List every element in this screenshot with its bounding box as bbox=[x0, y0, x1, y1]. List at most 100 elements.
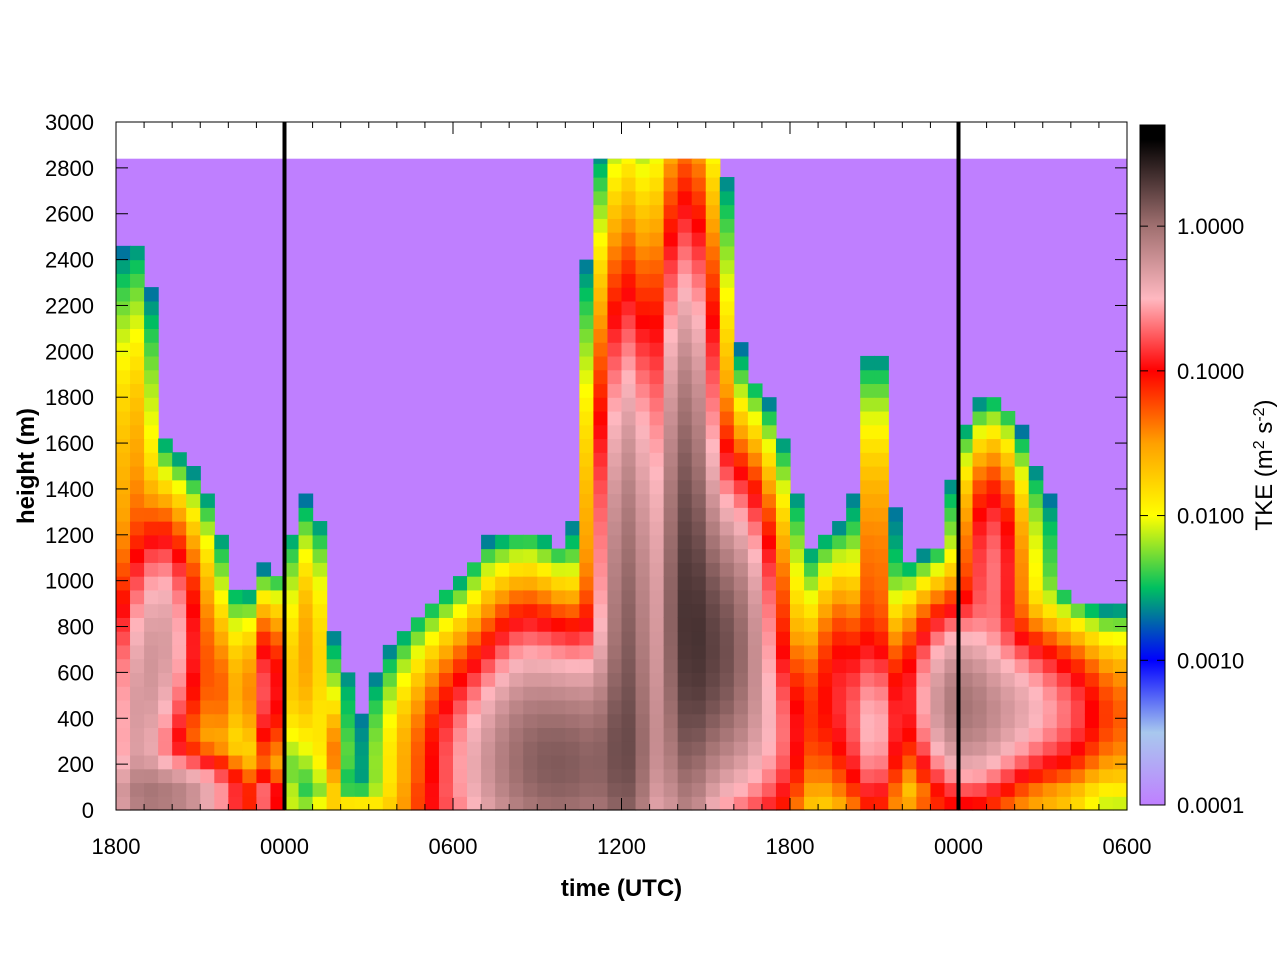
heatmap-cell bbox=[551, 727, 566, 742]
heatmap-cell bbox=[860, 507, 875, 522]
heatmap-cell bbox=[733, 452, 749, 467]
x-tick-label: 0000 bbox=[260, 834, 309, 859]
heatmap-cell bbox=[705, 424, 721, 440]
heatmap-cell bbox=[607, 658, 623, 673]
heatmap-cell bbox=[719, 232, 735, 247]
heatmap-cell bbox=[284, 658, 300, 673]
heatmap-cell bbox=[1000, 658, 1016, 673]
heatmap-cell bbox=[958, 796, 974, 811]
heatmap-cell bbox=[1014, 658, 1030, 673]
heatmap-cell bbox=[593, 754, 609, 770]
heatmap-cell bbox=[1014, 727, 1030, 742]
heatmap-cell bbox=[312, 603, 328, 618]
heatmap-cell bbox=[1084, 713, 1100, 729]
heatmap-cell bbox=[790, 493, 805, 508]
heatmap-cell bbox=[1028, 741, 1044, 756]
heatmap-cell bbox=[1000, 603, 1016, 618]
heatmap-cell bbox=[761, 658, 777, 673]
heatmap-cell bbox=[804, 576, 819, 591]
heatmap-cell bbox=[972, 452, 988, 467]
heatmap-cell bbox=[1098, 699, 1114, 715]
heatmap-cell bbox=[1028, 479, 1044, 495]
heatmap-cell bbox=[733, 713, 749, 729]
heatmap-cell bbox=[761, 589, 777, 605]
heatmap-cell bbox=[593, 452, 609, 467]
heatmap-cell bbox=[172, 452, 187, 467]
heatmap-cell bbox=[930, 603, 946, 618]
heatmap-cell bbox=[649, 782, 665, 797]
heatmap-cell bbox=[410, 644, 426, 660]
heatmap-cell bbox=[565, 713, 580, 729]
heatmap-cell bbox=[144, 686, 159, 701]
heatmap-cell bbox=[972, 617, 988, 632]
heatmap-cell bbox=[1000, 686, 1016, 701]
heatmap-cell bbox=[382, 658, 398, 673]
heatmap-cell bbox=[860, 603, 875, 618]
heatmap-cell bbox=[607, 603, 623, 618]
heatmap-cell bbox=[761, 782, 777, 797]
heatmap-cell bbox=[986, 410, 1002, 426]
heatmap-cell bbox=[158, 699, 173, 715]
heatmap-cell bbox=[116, 672, 131, 687]
heatmap-cell bbox=[804, 782, 819, 797]
heatmap-cell bbox=[846, 562, 861, 577]
heatmap-cell bbox=[874, 521, 889, 536]
heatmap-cell bbox=[340, 713, 356, 729]
heatmap-cell bbox=[467, 741, 482, 756]
heatmap-cell bbox=[116, 713, 131, 729]
heatmap-cell bbox=[888, 521, 903, 536]
heatmap-cell bbox=[747, 617, 763, 632]
heatmap-cell bbox=[677, 754, 693, 770]
heatmap-cell bbox=[467, 576, 482, 591]
heatmap-cell bbox=[130, 741, 145, 756]
heatmap-cell bbox=[804, 631, 819, 646]
heatmap-cell bbox=[509, 754, 524, 770]
heatmap-cell bbox=[958, 727, 974, 742]
heatmap-cell bbox=[677, 782, 693, 797]
heatmap-cell bbox=[775, 631, 791, 646]
heatmap-cell bbox=[1112, 658, 1128, 673]
heatmap-cell bbox=[958, 754, 974, 770]
heatmap-cell bbox=[593, 410, 609, 426]
heatmap-cell bbox=[719, 355, 735, 371]
heatmap-cell bbox=[509, 672, 524, 687]
heatmap-cell bbox=[1028, 727, 1044, 742]
heatmap-cell bbox=[874, 603, 889, 618]
heatmap-cell bbox=[902, 768, 917, 784]
heatmap-cell bbox=[874, 562, 889, 577]
heatmap-cell bbox=[874, 617, 889, 632]
heatmap-cell bbox=[607, 534, 623, 550]
heatmap-cell bbox=[649, 603, 665, 618]
heatmap-cell bbox=[1098, 754, 1114, 770]
heatmap-cell bbox=[326, 768, 342, 784]
heatmap-cell bbox=[775, 699, 791, 715]
heatmap-cell bbox=[607, 163, 623, 178]
heatmap-cell bbox=[1070, 658, 1086, 673]
heatmap-cell bbox=[1056, 603, 1072, 618]
heatmap-cell bbox=[972, 410, 988, 426]
heatmap-cell bbox=[733, 355, 749, 371]
heatmap-cell bbox=[790, 562, 805, 577]
heatmap-cell bbox=[790, 576, 805, 591]
heatmap-cell bbox=[186, 686, 201, 701]
heatmap-cell bbox=[172, 713, 187, 729]
heatmap-cell bbox=[509, 589, 524, 605]
heatmap-cell bbox=[761, 424, 777, 440]
heatmap-cell bbox=[902, 713, 917, 729]
heatmap-cell bbox=[144, 644, 159, 660]
heatmap-cell bbox=[677, 686, 693, 701]
heatmap-cell bbox=[593, 245, 609, 261]
heatmap-cell bbox=[747, 383, 763, 398]
heatmap-cell bbox=[649, 190, 665, 206]
heatmap-cell bbox=[761, 754, 777, 770]
heatmap-cell bbox=[607, 521, 623, 536]
heatmap-cell bbox=[312, 521, 328, 536]
x-tick-label: 0000 bbox=[934, 834, 983, 859]
heatmap-cell bbox=[256, 672, 272, 687]
axis-ticks bbox=[115, 121, 1128, 811]
heatmap-cell bbox=[340, 686, 356, 701]
heatmap-cell bbox=[537, 768, 552, 784]
heatmap-cell bbox=[565, 644, 580, 660]
heatmap-cell bbox=[719, 521, 735, 536]
